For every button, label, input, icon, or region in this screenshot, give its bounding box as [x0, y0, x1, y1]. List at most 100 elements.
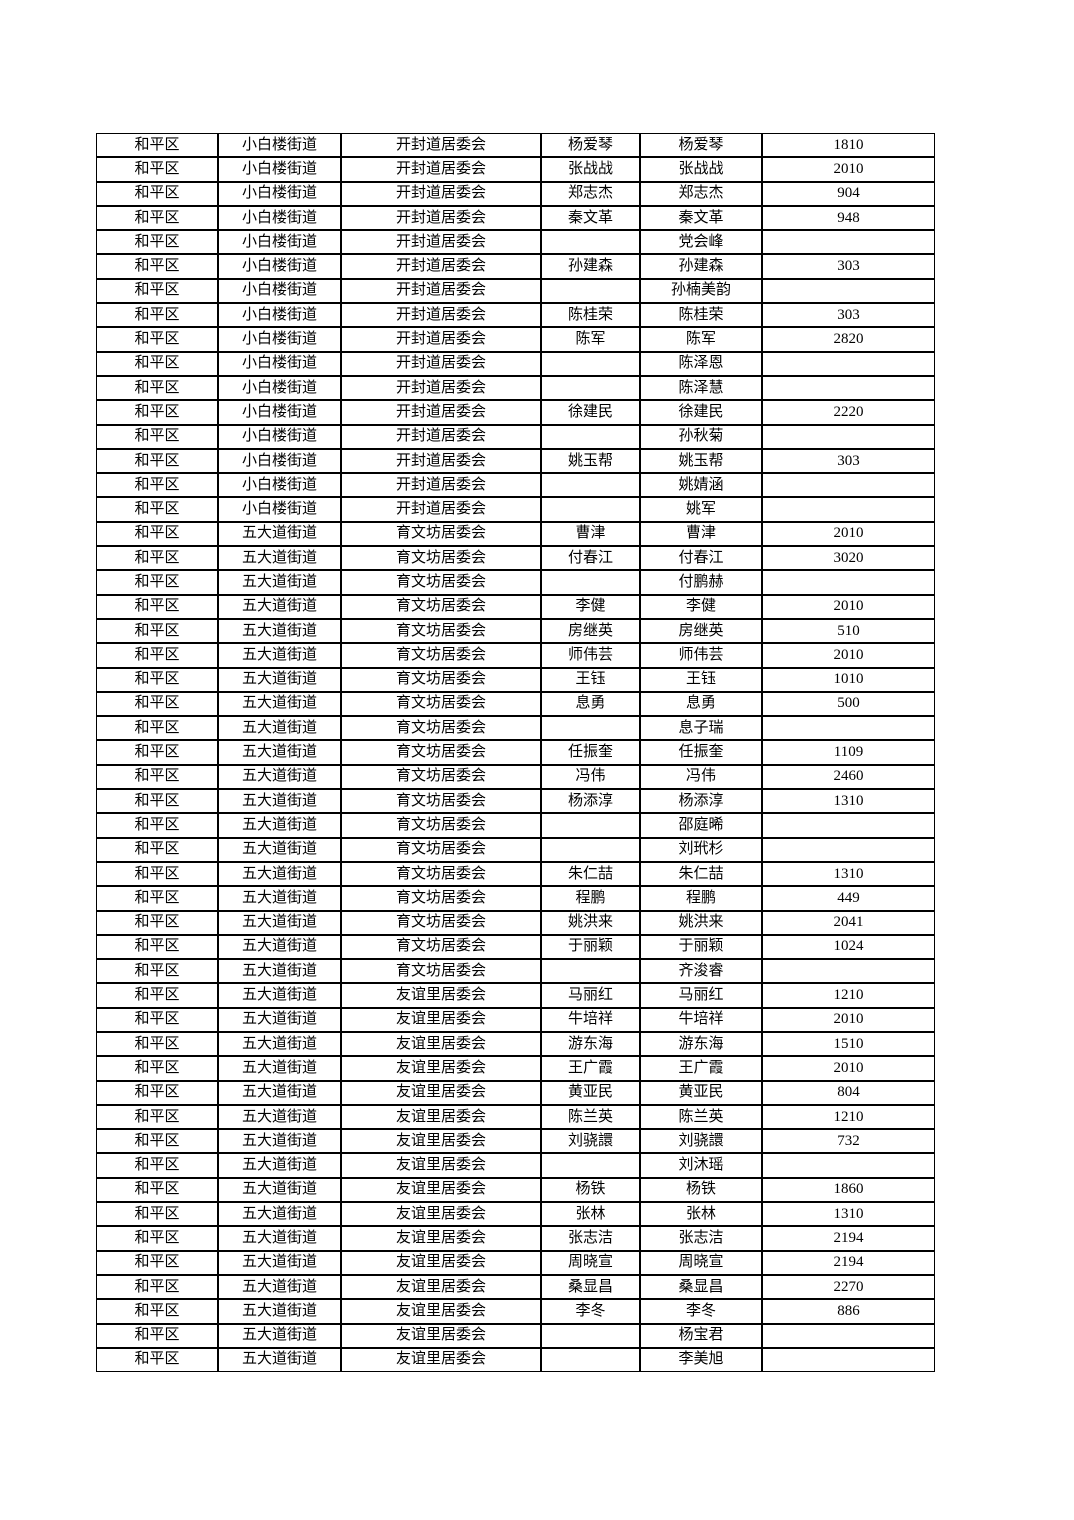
cell-committee: 友谊里居委会 [341, 1202, 541, 1227]
cell-district: 和平区 [96, 157, 218, 182]
cell-name_left: 周晓宣 [541, 1250, 640, 1275]
cell-committee: 友谊里居委会 [341, 1347, 541, 1373]
cell-name_left: 程鹏 [541, 886, 640, 911]
cell-district: 和平区 [96, 1031, 218, 1057]
cell-number [762, 1347, 935, 1373]
cell-name_right: 曹津 [640, 521, 762, 547]
cell-district: 和平区 [96, 1323, 218, 1348]
cell-street: 五大道街道 [218, 1031, 341, 1057]
cell-committee: 开封道居委会 [341, 181, 541, 206]
cell-number: 1310 [762, 789, 935, 814]
table-row: 和平区 五大道街道 友谊里居委会 刘骁譞 刘骁譞 732 [96, 1129, 935, 1154]
cell-name_left: 陈兰英 [541, 1104, 640, 1130]
cell-name_right: 陈兰英 [640, 1104, 762, 1130]
cell-number: 2010 [762, 521, 935, 547]
table-row: 和平区 小白楼街道 开封道居委会 徐建民 徐建民 2220 [96, 400, 935, 425]
cell-number: 804 [762, 1080, 935, 1105]
cell-name_right: 刘玳杉 [640, 837, 762, 862]
cell-number [762, 1153, 935, 1178]
cell-district: 和平区 [96, 424, 218, 449]
cell-name_right: 游东海 [640, 1031, 762, 1057]
table-row: 和平区 五大道街道 育文坊居委会 齐浚睿 [96, 959, 935, 984]
cell-committee: 开封道居委会 [341, 424, 541, 449]
cell-name_right: 陈军 [640, 327, 762, 352]
cell-committee: 友谊里居委会 [341, 1007, 541, 1032]
cell-street: 小白楼街道 [218, 400, 341, 425]
cell-district: 和平区 [96, 473, 218, 498]
cell-street: 五大道街道 [218, 1129, 341, 1154]
cell-district: 和平区 [96, 375, 218, 401]
table-row: 和平区 五大道街道 育文坊居委会 刘玳杉 [96, 837, 935, 862]
cell-street: 小白楼街道 [218, 424, 341, 449]
cell-street: 五大道街道 [218, 667, 341, 692]
cell-street: 五大道街道 [218, 1056, 341, 1081]
cell-name_right: 杨爱琴 [640, 133, 762, 158]
cell-name_right: 秦文革 [640, 205, 762, 231]
cell-street: 五大道街道 [218, 789, 341, 814]
cell-number: 732 [762, 1129, 935, 1154]
table-row: 和平区 小白楼街道 开封道居委会 秦文革 秦文革 948 [96, 205, 935, 231]
cell-number: 1810 [762, 133, 935, 158]
cell-district: 和平区 [96, 740, 218, 765]
cell-street: 五大道街道 [218, 1323, 341, 1348]
table-row: 和平区 五大道街道 友谊里居委会 桑显昌 桑显昌 2270 [96, 1274, 935, 1300]
cell-number: 2460 [762, 764, 935, 790]
cell-committee: 育文坊居委会 [341, 594, 541, 619]
cell-name_right: 孙秋菊 [640, 424, 762, 449]
cell-committee: 育文坊居委会 [341, 691, 541, 717]
cell-district: 和平区 [96, 691, 218, 717]
table-row: 和平区 小白楼街道 开封道居委会 陈泽慧 [96, 375, 935, 401]
cell-committee: 育文坊居委会 [341, 618, 541, 644]
table-row: 和平区 小白楼街道 开封道居委会 陈泽恩 [96, 351, 935, 376]
cell-committee: 开封道居委会 [341, 448, 541, 474]
cell-street: 五大道街道 [218, 886, 341, 911]
cell-name_right: 邵庭晞 [640, 813, 762, 838]
table-row: 和平区 五大道街道 育文坊居委会 冯伟 冯伟 2460 [96, 764, 935, 790]
cell-name_left [541, 1323, 640, 1348]
cell-district: 和平区 [96, 594, 218, 619]
cell-number: 1210 [762, 1104, 935, 1130]
table-row: 和平区 五大道街道 友谊里居委会 黄亚民 黄亚民 804 [96, 1080, 935, 1105]
cell-number: 2010 [762, 643, 935, 668]
cell-committee: 开封道居委会 [341, 497, 541, 522]
cell-name_left [541, 351, 640, 376]
cell-number [762, 278, 935, 304]
cell-number: 449 [762, 886, 935, 911]
cell-number [762, 959, 935, 984]
cell-number [762, 230, 935, 255]
cell-name_left: 曹津 [541, 521, 640, 547]
cell-number [762, 570, 935, 595]
cell-name_right: 齐浚睿 [640, 959, 762, 984]
cell-name_left: 孙建森 [541, 254, 640, 279]
cell-district: 和平区 [96, 667, 218, 692]
cell-number [762, 1323, 935, 1348]
cell-street: 五大道街道 [218, 521, 341, 547]
cell-committee: 友谊里居委会 [341, 1299, 541, 1324]
cell-committee: 友谊里居委会 [341, 1056, 541, 1081]
cell-district: 和平区 [96, 837, 218, 862]
cell-committee: 育文坊居委会 [341, 764, 541, 790]
cell-street: 五大道街道 [218, 1007, 341, 1032]
cell-name_right: 息子瑞 [640, 716, 762, 741]
cell-street: 小白楼街道 [218, 303, 341, 328]
table-row: 和平区 五大道街道 育文坊居委会 付春江 付春江 3020 [96, 546, 935, 571]
cell-number: 2220 [762, 400, 935, 425]
table-row: 和平区 小白楼街道 开封道居委会 姚军 [96, 497, 935, 522]
cell-name_left [541, 424, 640, 449]
cell-street: 小白楼街道 [218, 230, 341, 255]
table-row: 和平区 五大道街道 育文坊居委会 邵庭晞 [96, 813, 935, 838]
cell-number: 3020 [762, 546, 935, 571]
cell-number [762, 424, 935, 449]
cell-number: 1024 [762, 934, 935, 960]
cell-name_left: 王广霞 [541, 1056, 640, 1081]
cell-district: 和平区 [96, 1299, 218, 1324]
table-row: 和平区 五大道街道 友谊里居委会 陈兰英 陈兰英 1210 [96, 1104, 935, 1130]
cell-committee: 友谊里居委会 [341, 983, 541, 1008]
cell-name_left: 李健 [541, 594, 640, 619]
cell-number: 2010 [762, 1056, 935, 1081]
cell-number [762, 497, 935, 522]
cell-name_right: 孙建森 [640, 254, 762, 279]
cell-district: 和平区 [96, 133, 218, 158]
table-row: 和平区 小白楼街道 开封道居委会 党会峰 [96, 230, 935, 255]
cell-name_left [541, 230, 640, 255]
